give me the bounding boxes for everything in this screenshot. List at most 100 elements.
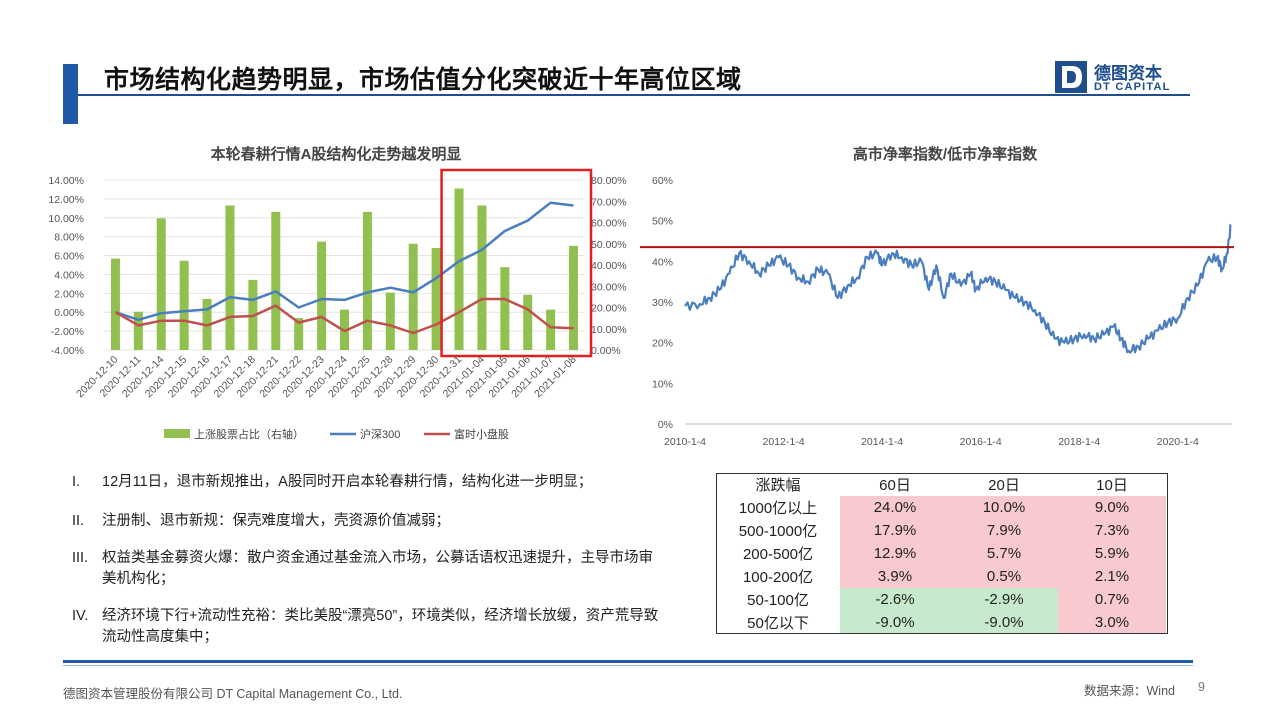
bullet-number: I. <box>72 474 81 490</box>
y-axis-tick: 20% <box>652 338 673 350</box>
bar-rising-share <box>225 205 235 350</box>
table-cell: 3.0% <box>1058 611 1166 634</box>
bullet-text: 权益类基金募资火爆：散户资金通过基金流入市场，公募话语权迅速提升，主导市场审美机… <box>102 550 653 587</box>
bullet-number: II. <box>72 513 85 529</box>
y-axis-tick: 50% <box>652 216 673 228</box>
right-axis-tick: 0.00% <box>591 345 621 357</box>
right-axis-tick: 10.00% <box>591 324 627 336</box>
table-row: 500-1000亿 17.9% 7.9% 7.3% <box>716 519 1166 542</box>
table-cell: 5.9% <box>1058 542 1166 565</box>
bar-rising-share <box>271 211 281 350</box>
bar-rising-share <box>385 292 395 350</box>
table-row: 1000亿以上 24.0% 10.0% 9.0% <box>716 496 1166 519</box>
left-chart: -4.00% -2.00% 0.00% 2.00% 4.00% 6.00% 8.00% 10.… <box>48 168 627 441</box>
footer-rule <box>63 660 1193 663</box>
table-cell: 10.0% <box>950 496 1058 519</box>
title-underline <box>78 94 1190 96</box>
bar-rising-share <box>156 218 166 350</box>
x-axis-tick: 2016-1-4 <box>960 436 1002 448</box>
bar-rising-share <box>500 267 510 350</box>
x-axis-tick: 2014-1-4 <box>861 436 903 448</box>
slide-title: 市场结构化趋势明显，市场估值分化突破近十年高位区域 <box>104 66 742 94</box>
right-chart: 0% 10% 20% 30% 40% 50% 60% 2010-1-4 2012-1-4 2014… <box>640 175 1234 448</box>
x-axis-tick: 2018-1-4 <box>1058 436 1100 448</box>
bullet-number: III. <box>72 550 89 566</box>
left-axis-tick: -2.00% <box>51 326 84 338</box>
bullet-number: IV. <box>72 608 89 624</box>
return-by-market-cap-table: 涨跌幅 60日 20日 10日 1000亿以上 24.0% 10.0% 9.0%… <box>716 473 1166 634</box>
legend-label: 沪深300 <box>360 427 400 441</box>
legend-label: 富时小盘股 <box>454 427 509 441</box>
bar-rising-share <box>133 311 143 350</box>
table-header-row: 涨跌幅 60日 20日 10日 <box>716 473 1166 496</box>
y-axis-tick: 10% <box>652 378 673 390</box>
x-axis-tick: 2010-1-4 <box>664 436 706 448</box>
y-axis-tick: 40% <box>652 256 673 268</box>
x-axis-tick: 2012-1-4 <box>763 436 805 448</box>
title-accent-bar <box>63 64 78 124</box>
logo-cn-text: 德图资本 <box>1094 64 1162 83</box>
table-cell: 5.7% <box>950 542 1058 565</box>
footer-company: 德图资本管理股份有限公司 DT Capital Management Co., … <box>63 687 403 701</box>
bar-rising-share <box>546 309 556 350</box>
bar-rising-share <box>431 248 441 350</box>
table-cell: -9.0% <box>840 611 950 634</box>
bar-rising-share <box>569 245 579 350</box>
right-axis-tick: 50.00% <box>591 239 627 251</box>
legend-label: 上涨股票占比（右轴） <box>194 427 304 441</box>
bullet-text: 注册制、退市新规：保壳难度增大，壳资源价值减弱； <box>102 513 450 529</box>
row-label: 500-1000亿 <box>738 523 818 540</box>
line-hs300 <box>115 201 574 322</box>
bullet-text: 经济环境下行+流动性充裕：类比美股“漂亮50”，环境类似，经济增长放缓，资产荒导… <box>102 608 659 645</box>
left-axis-tick: 2.00% <box>54 288 84 300</box>
logo-en-text: DT CAPITAL <box>1094 81 1171 93</box>
left-axis-tick: 4.00% <box>54 269 84 281</box>
left-axis-tick: 0.00% <box>54 307 84 319</box>
right-axis-tick: 20.00% <box>591 303 627 315</box>
left-axis-tick: 12.00% <box>48 194 84 206</box>
table-cell: 7.9% <box>950 519 1058 542</box>
bar-rising-share <box>294 318 304 350</box>
table-row: 50亿以下 -9.0% -9.0% 3.0% <box>716 611 1166 634</box>
bar-rising-share <box>454 188 464 350</box>
footer-source: 数据来源：Wind <box>1084 684 1175 698</box>
right-axis-tick: 60.00% <box>591 218 627 230</box>
table-cell: 9.0% <box>1058 496 1166 519</box>
bar-rising-share <box>317 241 327 350</box>
line-ftse-smallcap <box>114 297 574 335</box>
right-axis-tick: 30.00% <box>591 281 627 293</box>
table-cell: 0.5% <box>950 565 1058 588</box>
right-axis-tick: 80.00% <box>591 175 627 187</box>
bar-rising-share <box>477 205 487 350</box>
row-label: 1000亿以上 <box>738 500 818 517</box>
table-cell: 24.0% <box>840 496 950 519</box>
left-chart-title: 本轮春耕行情A股结构化走势越发明显 <box>210 146 462 163</box>
y-axis-tick: 30% <box>652 297 673 309</box>
row-label: 100-200亿 <box>742 569 814 586</box>
y-axis-tick: 0% <box>658 419 673 431</box>
bullet-text: 12月11日，退市新规推出，A股同时开启本轮春耕行情，结构化进一步明显； <box>102 474 593 490</box>
row-label: 50亿以下 <box>747 615 809 632</box>
table-cell: 2.1% <box>1058 565 1166 588</box>
logo-mark-icon <box>1055 61 1087 93</box>
right-chart-title: 高市净率指数/低市净率指数 <box>852 146 1038 163</box>
left-axis-tick: 14.00% <box>48 175 84 187</box>
right-axis-tick: 70.00% <box>591 196 627 208</box>
bar-rising-share <box>362 211 372 350</box>
table-cell: -2.9% <box>950 588 1058 611</box>
bar-rising-share <box>179 260 189 350</box>
row-label: 200-500亿 <box>742 546 814 563</box>
company-logo: 德图资本 DT CAPITAL <box>1055 61 1185 97</box>
table-cell: 3.9% <box>840 565 950 588</box>
table-row: 200-500亿 12.9% 5.7% 5.9% <box>716 542 1166 565</box>
left-axis-tick: 8.00% <box>54 232 84 244</box>
table-cell: 7.3% <box>1058 519 1166 542</box>
table-header-cell: 20日 <box>988 477 1020 494</box>
bar-rising-share <box>110 258 120 350</box>
table-header-cell: 10日 <box>1096 477 1128 494</box>
right-axis-tick: 40.00% <box>591 260 627 272</box>
highlight-box <box>440 168 593 358</box>
bar-rising-share <box>523 294 533 350</box>
table-cell: 17.9% <box>840 519 950 542</box>
table-cell: 0.7% <box>1058 588 1166 611</box>
